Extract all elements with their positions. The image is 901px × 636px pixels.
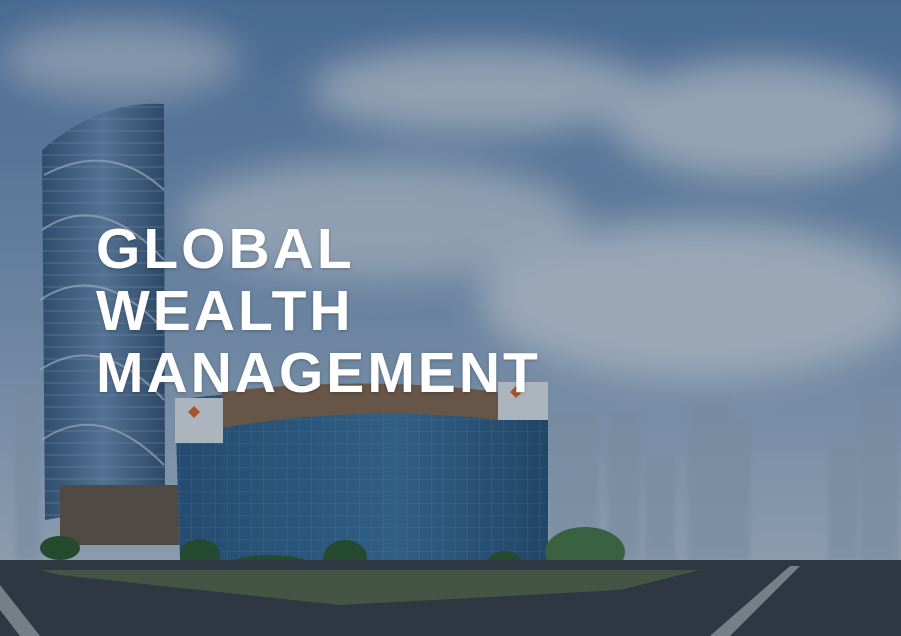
hero-heading: GLOBAL WEALTH MANAGEMENT (96, 218, 541, 404)
heading-line: WEALTH (96, 279, 354, 343)
heading-line: GLOBAL (96, 217, 355, 281)
heading-line: MANAGEMENT (96, 341, 541, 405)
